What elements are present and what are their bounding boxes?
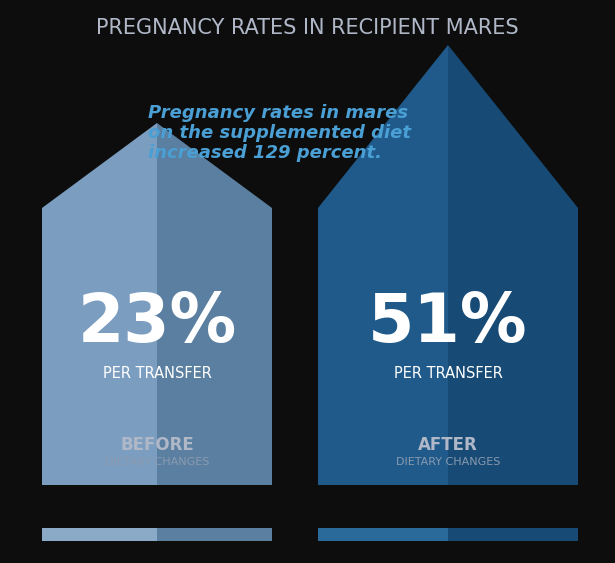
Text: BEFORE: BEFORE — [120, 436, 194, 454]
Bar — [42, 528, 157, 541]
Polygon shape — [157, 123, 272, 485]
Text: Pregnancy rates in mares: Pregnancy rates in mares — [148, 104, 408, 122]
Text: PREGNANCY RATES IN RECIPIENT MARES: PREGNANCY RATES IN RECIPIENT MARES — [96, 18, 518, 38]
Text: 51%: 51% — [368, 290, 528, 356]
Text: on the supplemented diet: on the supplemented diet — [148, 124, 411, 142]
Polygon shape — [318, 45, 448, 485]
Text: DIETARY CHANGES: DIETARY CHANGES — [396, 457, 500, 467]
Bar — [318, 528, 448, 541]
Text: increased 129 percent.: increased 129 percent. — [148, 144, 382, 162]
Polygon shape — [42, 123, 157, 485]
Text: PER TRANSFER: PER TRANSFER — [103, 365, 212, 381]
Polygon shape — [448, 45, 578, 485]
Bar — [448, 528, 578, 541]
Text: PER TRANSFER: PER TRANSFER — [394, 365, 502, 381]
Text: DIETARY CHANGES: DIETARY CHANGES — [105, 457, 209, 467]
Text: AFTER: AFTER — [418, 436, 478, 454]
Text: 23%: 23% — [77, 290, 237, 356]
Bar — [157, 528, 272, 541]
